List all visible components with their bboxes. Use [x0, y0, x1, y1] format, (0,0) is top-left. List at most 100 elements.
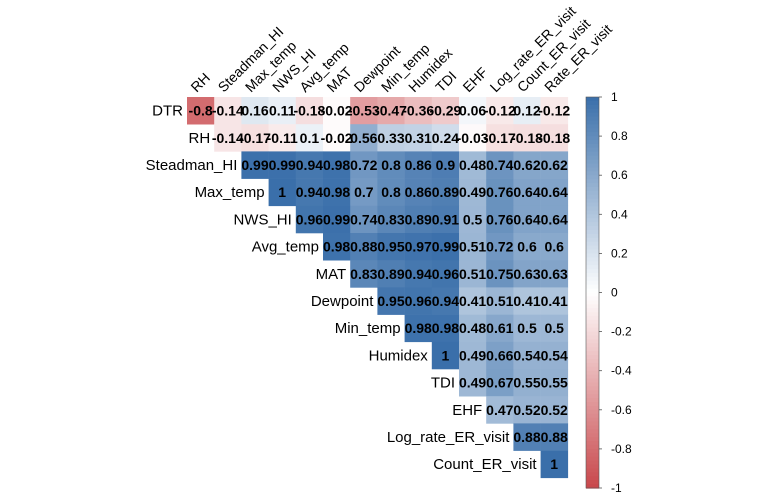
cell-value-label: -0.03	[457, 130, 489, 146]
colorbar-band	[586, 198, 599, 204]
cell-value-label: 0.94	[296, 184, 323, 200]
cell-value-label: -0.29	[429, 103, 461, 119]
colorbar-band	[586, 409, 599, 415]
colorbar-band	[586, 339, 599, 344]
heatmap-cell	[513, 260, 541, 288]
cell-value-label: 0.94	[296, 157, 323, 173]
colorbar-band	[586, 257, 599, 262]
cell-value-label: 0.99	[323, 211, 350, 227]
cell-value-label: 0.98	[405, 320, 432, 336]
heatmap-cell	[241, 151, 269, 179]
heatmap-cell	[404, 124, 433, 152]
colorbar-band	[586, 183, 599, 188]
colorbar-band	[586, 370, 599, 376]
cell-value-label: 0.48	[459, 157, 486, 173]
heatmap-cell	[486, 124, 514, 152]
heatmap-cell	[540, 233, 569, 261]
heatmap-cell	[540, 314, 569, 343]
heatmap-cell	[350, 233, 378, 261]
cell-value-label: 0.31	[405, 130, 432, 146]
cell-value-label: 0.63	[541, 266, 568, 282]
colorbar-band	[586, 245, 599, 251]
colorbar-band	[586, 448, 599, 454]
colorbar-band	[586, 386, 599, 391]
heatmap-cell	[513, 205, 541, 234]
heatmap-cell	[486, 97, 514, 125]
heatmap-cell	[459, 124, 487, 152]
colorbar-band	[586, 136, 599, 141]
colorbar-tick-label: 0.8	[611, 129, 628, 143]
colorbar-band	[586, 315, 599, 321]
colorbar-band	[586, 159, 599, 165]
cell-value-label: 0.62	[541, 157, 568, 173]
colorbar-band	[586, 405, 599, 411]
colorbar-band	[586, 104, 599, 110]
colorbar-band	[586, 476, 599, 481]
row-label: Dewpoint	[311, 293, 374, 310]
heatmap-cell	[459, 287, 487, 315]
cell-value-label: -0.17	[239, 130, 271, 146]
heatmap-cell	[323, 233, 351, 261]
cell-value-label: 0.97	[405, 239, 432, 255]
row-label: RH	[189, 130, 211, 147]
colorbar-band	[586, 147, 599, 153]
colorbar-tick-label: 1	[611, 90, 618, 104]
heatmap-cell	[459, 97, 487, 125]
heatmap-cell	[513, 396, 541, 424]
heatmap-cell	[486, 314, 514, 343]
colorbar-band	[586, 433, 599, 438]
cell-value-label: -0.18	[511, 130, 543, 146]
cell-value-label: 0.86	[405, 184, 432, 200]
colorbar-band	[586, 366, 599, 372]
cell-value-label: 0.48	[459, 320, 486, 336]
heatmap-cell	[513, 178, 541, 207]
cell-value-label: 0.94	[432, 293, 459, 309]
cell-value-label: 0.72	[350, 157, 377, 173]
colorbar-band	[586, 304, 599, 309]
cell-value-label: 0.98	[323, 239, 350, 255]
heatmap-cell	[268, 124, 297, 152]
heatmap-cell	[404, 151, 433, 179]
heatmap-cell	[486, 341, 514, 370]
heatmap-cell	[459, 233, 487, 261]
heatmap-cell	[377, 97, 405, 125]
heatmap-cell	[431, 97, 460, 125]
cell-value-label: 0.76	[486, 211, 513, 227]
column-label: EHF	[459, 64, 490, 95]
colorbar-band	[586, 116, 599, 122]
cell-value-label: 0.66	[486, 347, 513, 363]
heatmap-cell	[350, 205, 378, 234]
heatmap-cell	[459, 178, 487, 207]
colorbar-band	[586, 167, 599, 172]
row-label: Log_rate_ER_visit	[387, 429, 510, 446]
cell-value-label: 0.64	[513, 211, 540, 227]
colorbar-band	[586, 112, 599, 118]
heatmap-cell	[459, 341, 487, 370]
heatmap-cell	[431, 233, 460, 261]
colorbar-band	[586, 390, 599, 395]
heatmap-cell	[486, 287, 514, 315]
heatmap-cell	[323, 205, 351, 234]
cell-value-label: 0.56	[350, 130, 377, 146]
heatmap-cell	[295, 178, 324, 207]
colorbar-band	[586, 124, 599, 129]
heatmap-cell	[513, 124, 541, 152]
heatmap-cell	[431, 151, 460, 179]
colorbar-band	[586, 132, 599, 137]
cell-value-label: 0.54	[541, 347, 568, 363]
heatmap-cell	[431, 287, 460, 315]
heatmap-cell	[377, 233, 405, 261]
colorbar-band	[586, 226, 599, 231]
heatmap-cell	[540, 205, 569, 234]
row-label: TDI	[431, 375, 455, 392]
heatmap-cell	[268, 151, 297, 179]
cell-value-label: 0.83	[350, 266, 377, 282]
cell-value-label: -0.02	[321, 130, 353, 146]
heatmap-cell	[431, 341, 460, 370]
heatmap-cell	[486, 396, 514, 424]
cell-value-label: 0.5	[517, 320, 537, 336]
row-labels: DTR RH Steadman_HI Max_temp NWS_HI Avg_temp MA…	[146, 103, 538, 474]
colorbar-tick-label: -0.6	[611, 403, 632, 417]
colorbar-band	[586, 292, 599, 298]
colorbar-band	[586, 319, 599, 325]
